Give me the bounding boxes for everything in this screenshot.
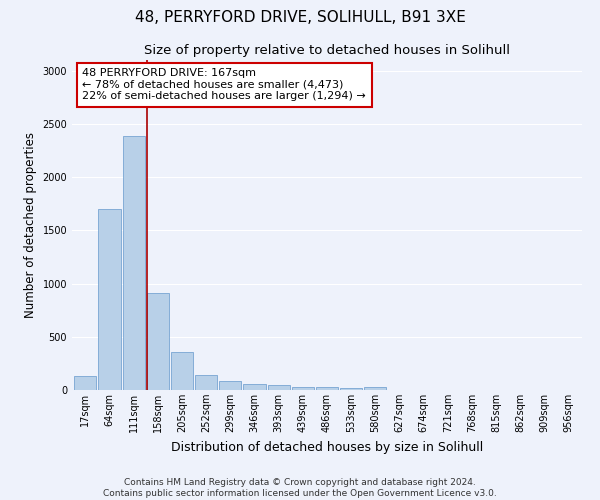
X-axis label: Distribution of detached houses by size in Solihull: Distribution of detached houses by size … [171, 440, 483, 454]
Bar [98, 209, 121, 390]
Text: 48 PERRYFORD DRIVE: 167sqm
← 78% of detached houses are smaller (4,473)
22% of s: 48 PERRYFORD DRIVE: 167sqm ← 78% of deta… [82, 68, 366, 102]
Text: 48, PERRYFORD DRIVE, SOLIHULL, B91 3XE: 48, PERRYFORD DRIVE, SOLIHULL, B91 3XE [134, 10, 466, 25]
Bar [268, 385, 290, 390]
Bar [146, 292, 169, 390]
Bar [364, 387, 386, 390]
Bar [292, 387, 314, 390]
Bar [195, 375, 217, 390]
Bar [244, 384, 266, 390]
Bar [219, 381, 241, 390]
Y-axis label: Number of detached properties: Number of detached properties [24, 132, 37, 318]
Bar [74, 376, 97, 390]
Bar [122, 136, 145, 390]
Bar [171, 352, 193, 390]
Bar [340, 388, 362, 390]
Title: Size of property relative to detached houses in Solihull: Size of property relative to detached ho… [144, 44, 510, 58]
Bar [316, 388, 338, 390]
Text: Contains HM Land Registry data © Crown copyright and database right 2024.
Contai: Contains HM Land Registry data © Crown c… [103, 478, 497, 498]
